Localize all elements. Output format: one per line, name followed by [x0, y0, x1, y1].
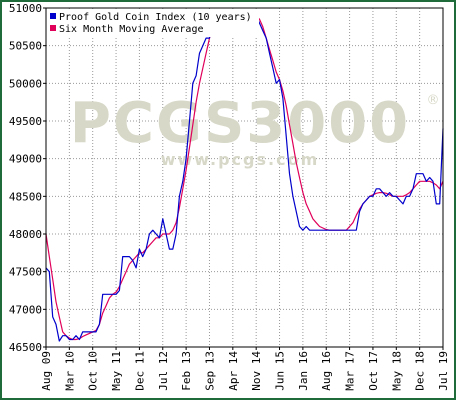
series-lines [45, 14, 444, 342]
legend-swatch-average [50, 25, 56, 31]
x-tick-label: Dec 18 [414, 351, 427, 391]
y-tick-label: 49500 [9, 115, 42, 128]
plot-border [45, 7, 444, 348]
watermark-registered: ® [427, 93, 440, 108]
x-tick-label: Aug 16 [320, 351, 333, 391]
index-line [45, 14, 444, 342]
watermark: PCGS3000 ® www.pcgs.com [70, 91, 440, 169]
y-tick-label: 47000 [9, 303, 42, 316]
x-tick-label: Aug 09 [40, 351, 53, 391]
x-tick-label: Sep 13 [203, 351, 216, 391]
y-tick-label: 51000 [9, 2, 42, 15]
x-axis: Aug 09 Mar 10 Oct 10 May 11 Dec 11 Jul 12 Feb … [40, 347, 450, 391]
watermark-logo: PCGS3000 [70, 91, 410, 156]
x-tick-label: Dec 11 [133, 351, 146, 391]
y-tick-label: 48000 [9, 228, 42, 241]
y-tick-label: 48500 [9, 190, 42, 203]
x-tick-label: Feb 13 [180, 351, 193, 391]
x-tick-label: Mar 10 [63, 351, 76, 391]
watermark-url: www.pcgs.com [161, 150, 320, 169]
y-tick-label: 49000 [9, 153, 42, 166]
y-tick-label: 46500 [9, 341, 42, 354]
legend-label-index: Proof Gold Coin Index (10 years) [59, 12, 252, 23]
x-tick-label: Mar 17 [344, 351, 357, 391]
x-tick-label: Nov 14 [250, 351, 263, 391]
x-tick-label: Jul 19 [437, 351, 450, 391]
y-axis: 46500 47000 47500 48000 48500 49000 49500 50000… [9, 2, 46, 354]
legend-swatch-index [50, 13, 56, 19]
x-tick-label: May 18 [390, 351, 403, 391]
legend-background [47, 11, 259, 37]
x-tick-label: Jul 12 [157, 351, 170, 391]
x-tick-label: Jan 16 [297, 351, 310, 391]
legend: Proof Gold Coin Index (10 years) Six Mon… [47, 11, 259, 37]
y-tick-label: 50000 [9, 77, 42, 90]
x-tick-label: Oct 17 [367, 351, 380, 391]
grid [45, 7, 444, 348]
legend-label-average: Six Month Moving Average [59, 24, 204, 35]
x-tick-label: May 11 [110, 351, 123, 391]
y-tick-label: 50500 [9, 40, 42, 53]
moving-average-line [45, 14, 444, 341]
x-tick-label: Apr 14 [227, 351, 240, 391]
x-tick-label: Jun 15 [274, 351, 287, 391]
y-tick-label: 47500 [9, 266, 42, 279]
x-tick-label: Oct 10 [87, 351, 100, 391]
